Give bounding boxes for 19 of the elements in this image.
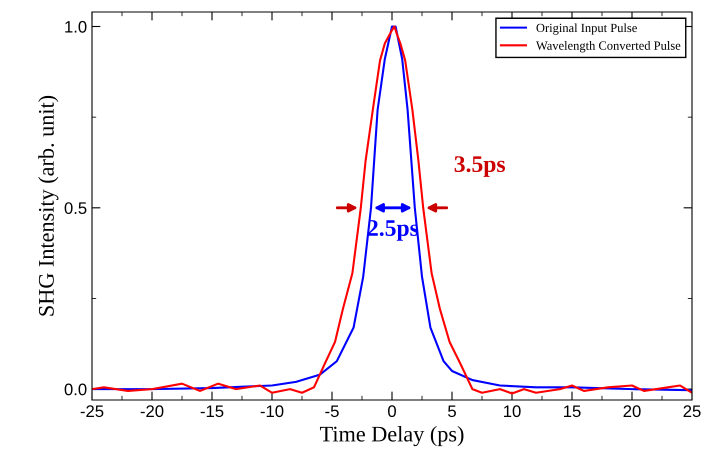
x-tick-label: -20 [140,405,164,418]
x-tick-label: -5 [325,405,339,418]
y-tick-label: 1.0 [65,20,86,33]
legend-label: Wavelength Converted Pulse [536,41,680,52]
x-axis-title: Time Delay (ps) [320,426,464,446]
x-tick-label: 10 [504,405,521,418]
x-tick-label: -15 [200,405,224,418]
annotation: 3.5ps [454,156,506,177]
x-tick-label: 25 [684,405,701,418]
x-tick-label: 20 [624,405,641,418]
legend-label: Original Input Pulse [536,23,637,35]
x-tick-label: -25 [80,405,104,418]
x-tick-label: 15 [564,405,581,418]
x-tick-label: -10 [260,405,284,418]
y-tick-label: 0.0 [64,384,86,396]
y-tick-label: 0.5 [64,202,86,214]
x-tick-label: 0 [388,405,396,418]
x-tick-label: 5 [448,405,456,418]
y-axis-title: SHG Intensity (arb. unit) [38,96,58,316]
